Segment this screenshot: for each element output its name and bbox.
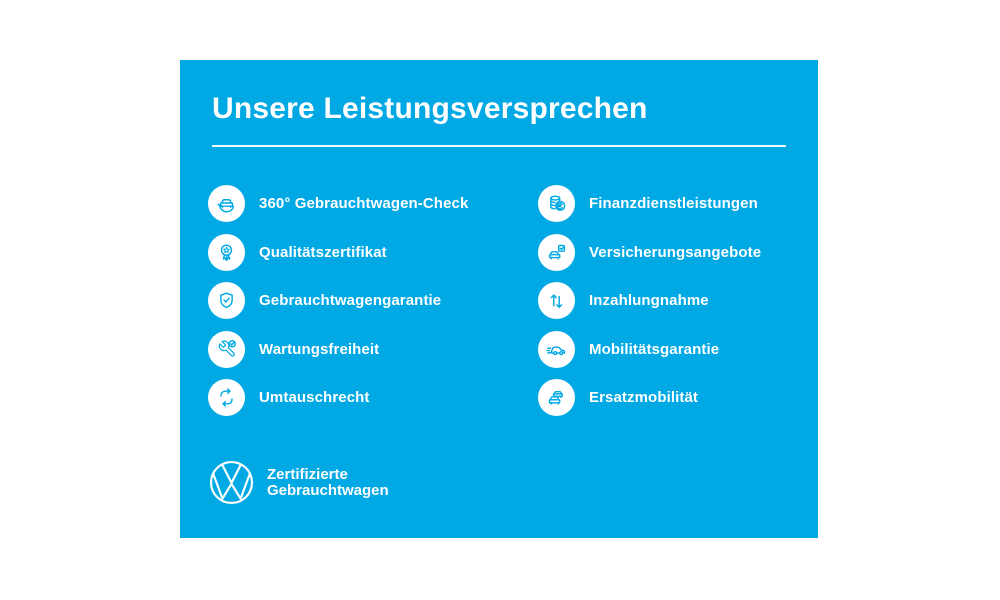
two-cars-icon	[538, 379, 575, 416]
page-title: Unsere Leistungsversprechen	[212, 92, 648, 125]
service-label: Gebrauchtwagengarantie	[259, 292, 442, 309]
service-label: Versicherungsangebote	[589, 243, 762, 261]
service-label: Finanzdienstleistungen	[589, 195, 758, 212]
shield-check-icon	[208, 282, 245, 319]
brand-line1: Zertifizierte	[267, 465, 348, 483]
car-checklist-icon	[538, 233, 575, 271]
service-item-exchange-right: Umtauschrecht	[208, 379, 468, 416]
services-column-right: Finanzdienstleistungen Versicherungsange…	[538, 185, 761, 416]
service-item-maintenance-free: Wartungsfreiheit	[208, 330, 468, 368]
service-item-warranty: Gebrauchtwagengarantie	[208, 282, 468, 319]
service-item-trade-in: Inzahlungnahme	[538, 282, 761, 319]
service-item-replacement-mobility: Ersatzmobilität	[538, 379, 761, 416]
service-item-360-check: 360° Gebrauchtwagen-Check	[208, 185, 468, 222]
service-label: 360° Gebrauchtwagen-Check	[259, 195, 469, 212]
arrows-up-down-icon	[538, 282, 575, 319]
vw-logo-icon	[208, 459, 255, 506]
service-item-quality-certificate: Qualitätszertifikat	[208, 233, 468, 271]
service-item-insurance-offers: Versicherungsangebote	[538, 233, 762, 271]
service-label: Mobilitätsgarantie	[589, 340, 720, 358]
service-promises-card: Unsere Leistungsversprechen 360° Gebrauc…	[180, 60, 818, 538]
service-label: Umtauschrecht	[259, 389, 370, 406]
service-item-mobility-guarantee: Mobilitätsgarantie	[538, 330, 761, 368]
services-column-left: 360° Gebrauchtwagen-Check Qualitätszerti…	[208, 185, 468, 416]
car-moving-icon	[538, 330, 575, 368]
brand-wordmark: Zertifizierte Gebrauchtwagen	[267, 465, 389, 499]
service-label: Wartungsfreiheit	[259, 340, 380, 358]
wrench-check-icon	[208, 330, 245, 368]
quality-certificate-icon	[208, 233, 245, 271]
coins-euro-icon	[538, 185, 575, 222]
exchange-arrows-icon	[208, 379, 245, 416]
title-divider	[212, 145, 786, 147]
service-label: Qualitätszertifikat	[259, 243, 387, 261]
brand-line2: Gebrauchtwagen	[267, 481, 389, 499]
service-label: Inzahlungnahme	[589, 292, 709, 309]
service-item-financial-services: Finanzdienstleistungen	[538, 185, 761, 222]
service-label: Ersatzmobilität	[589, 389, 699, 406]
car-360-icon	[208, 185, 245, 222]
brand-footer: Zertifizierte Gebrauchtwagen	[208, 459, 389, 506]
